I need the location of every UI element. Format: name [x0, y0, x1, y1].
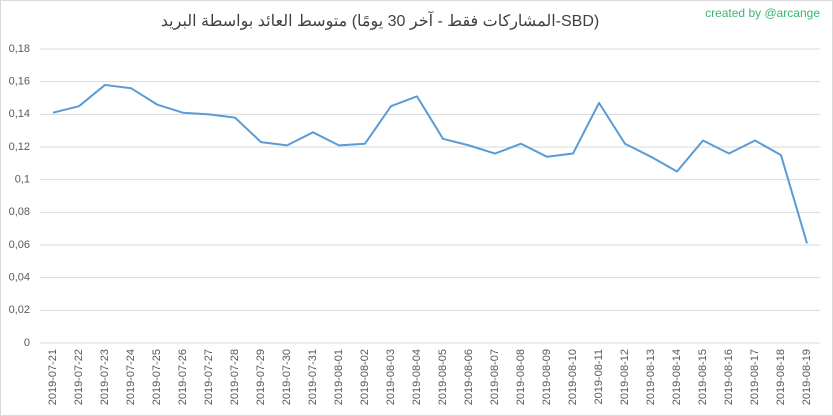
x-tick-label: 2019-08-19	[801, 349, 813, 405]
y-tick-label: 0	[24, 337, 30, 349]
x-tick-label: 2019-07-22	[73, 349, 85, 405]
x-tick-label: 2019-08-12	[619, 349, 631, 405]
y-tick-label: 0,14	[9, 108, 30, 120]
x-tick-label: 2019-07-21	[47, 349, 59, 405]
chart-title: متوسط العائد بواسطة البريد (المشاركات فق…	[161, 10, 599, 30]
x-tick-label: 2019-08-01	[333, 349, 345, 405]
x-tick-label: 2019-08-02	[359, 349, 371, 405]
x-tick-label: 2019-07-27	[203, 349, 215, 405]
x-tick-label: 2019-08-18	[775, 349, 787, 405]
line-series	[52, 83, 808, 244]
y-tick-label: 0,08	[9, 206, 30, 218]
x-tick-label: 2019-07-28	[229, 349, 241, 405]
y-tick-label: 0,16	[9, 76, 30, 88]
y-tick-label: 0,12	[9, 141, 30, 153]
x-tick-label: 2019-07-24	[125, 349, 137, 405]
x-tick-label: 2019-07-25	[151, 349, 163, 405]
x-tick-label: 2019-08-11	[593, 349, 605, 404]
y-tick-label: 0,1	[15, 174, 30, 186]
x-tick-label: 2019-08-14	[671, 349, 683, 405]
x-tick-label: 2019-08-13	[645, 349, 657, 405]
x-tick-label: 2019-08-10	[567, 349, 579, 405]
y-tick-label: 0,06	[9, 239, 30, 251]
x-tick-label: 2019-07-31	[307, 349, 319, 405]
x-tick-label: 2019-08-08	[515, 349, 527, 405]
x-tick-label: 2019-07-23	[99, 349, 111, 405]
x-tick-label: 2019-08-17	[749, 349, 761, 405]
x-tick-label: 2019-07-30	[281, 349, 293, 405]
annotation: created by @arcange	[705, 6, 820, 20]
x-tick-label: 2019-07-26	[177, 349, 189, 405]
y-tick-label: 0,02	[9, 304, 30, 316]
y-tick-label: 0,04	[9, 272, 30, 284]
x-tick-label: 2019-08-16	[723, 349, 735, 405]
x-tick-label: 2019-08-09	[541, 349, 553, 405]
x-tick-label: 2019-07-29	[255, 349, 267, 405]
x-tick-label: 2019-08-05	[437, 349, 449, 405]
x-tick-label: 2019-08-07	[489, 349, 501, 405]
x-tick-label: 2019-08-03	[385, 349, 397, 405]
x-tick-label: 2019-08-15	[697, 349, 709, 405]
x-tick-label: 2019-08-06	[463, 349, 475, 405]
x-tick-label: 2019-08-04	[411, 349, 423, 405]
y-tick-label: 0,18	[9, 43, 30, 55]
